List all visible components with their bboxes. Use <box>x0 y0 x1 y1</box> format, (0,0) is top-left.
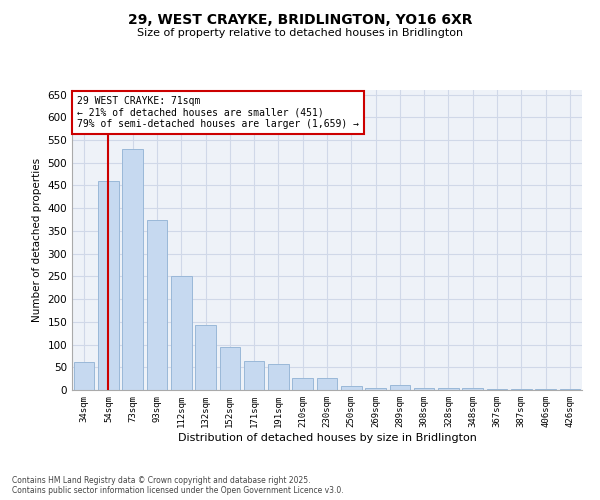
X-axis label: Distribution of detached houses by size in Bridlington: Distribution of detached houses by size … <box>178 432 476 442</box>
Bar <box>146 220 167 390</box>
Bar <box>268 364 289 390</box>
Text: 29 WEST CRAYKE: 71sqm
← 21% of detached houses are smaller (451)
79% of semi-det: 29 WEST CRAYKE: 71sqm ← 21% of detached … <box>77 96 359 129</box>
Bar <box>98 181 119 390</box>
Bar <box>341 386 362 390</box>
Text: 29, WEST CRAYKE, BRIDLINGTON, YO16 6XR: 29, WEST CRAYKE, BRIDLINGTON, YO16 6XR <box>128 12 472 26</box>
Text: Contains HM Land Registry data © Crown copyright and database right 2025.
Contai: Contains HM Land Registry data © Crown c… <box>12 476 344 495</box>
Bar <box>292 378 313 390</box>
Bar <box>560 389 580 390</box>
Bar <box>317 378 337 390</box>
Bar <box>389 386 410 390</box>
Bar <box>171 276 191 390</box>
Bar <box>365 388 386 390</box>
Bar <box>244 362 265 390</box>
Y-axis label: Number of detached properties: Number of detached properties <box>32 158 42 322</box>
Bar <box>535 389 556 390</box>
Bar <box>74 362 94 390</box>
Bar <box>414 388 434 390</box>
Bar <box>438 388 459 390</box>
Text: Size of property relative to detached houses in Bridlington: Size of property relative to detached ho… <box>137 28 463 38</box>
Bar <box>463 388 483 390</box>
Bar <box>122 149 143 390</box>
Bar <box>487 388 508 390</box>
Bar <box>511 388 532 390</box>
Bar <box>195 326 216 390</box>
Bar <box>220 347 240 390</box>
